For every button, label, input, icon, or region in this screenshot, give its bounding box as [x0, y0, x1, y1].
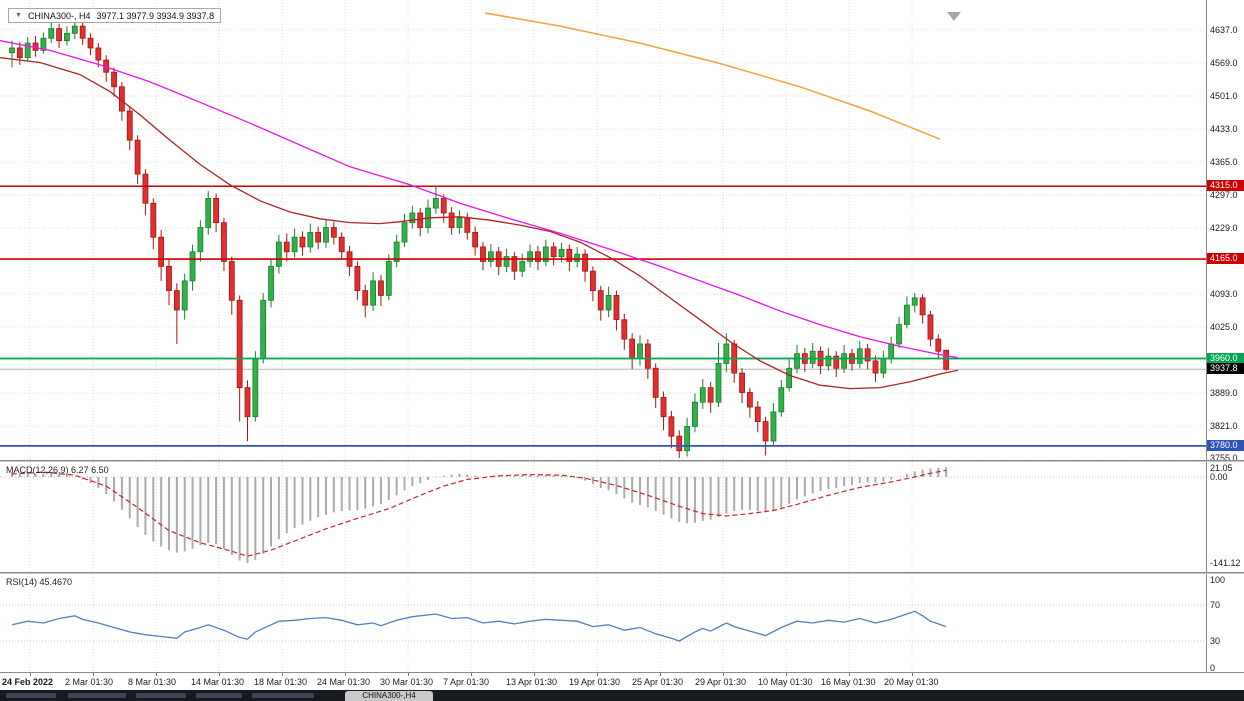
rsi-name: RSI(14) — [6, 577, 38, 587]
rsi-gridlines — [0, 574, 1206, 672]
inactive-chart-tab[interactable] — [6, 693, 56, 698]
price-axis-label: 4433.0 — [1210, 123, 1238, 134]
macd-histogram — [11, 467, 948, 563]
ohlc-values: 3977.1 3977.9 3934.9 3937.8 — [96, 10, 215, 21]
rsi-value: 45.4670 — [39, 577, 73, 587]
time-axis-label: 24 Mar 01:30 — [317, 677, 371, 687]
main-price-chart[interactable] — [0, 0, 1206, 460]
time-axis[interactable]: 24 Feb 2022 2 Mar 01:30 8 Mar 01:30 14 Mar … — [0, 672, 1244, 690]
rsi-axis-label: 70 — [1210, 600, 1221, 610]
time-axis-label: 2 Mar 01:30 — [65, 677, 114, 687]
inactive-chart-tab[interactable] — [252, 693, 314, 698]
rsi-axis-label: 0 — [1210, 663, 1216, 673]
time-tick — [849, 673, 850, 676]
time-tick — [786, 673, 787, 676]
macd-axis-label: 21.05 — [1210, 463, 1233, 473]
time-axis-label: 29 Apr 01:30 — [695, 677, 747, 687]
time-tick — [723, 673, 724, 676]
inactive-chart-tab[interactable] — [68, 693, 126, 698]
main-gridlines — [0, 0, 1206, 460]
symbol-timeframe-label: CHINA300-, H4 — [27, 10, 91, 21]
price-axis-label: 4025.0 — [1210, 321, 1238, 332]
rsi-axis-label: 100 — [1210, 575, 1226, 585]
price-level-badge: 4315.0 — [1207, 180, 1244, 192]
time-axis-label: 8 Mar 01:30 — [128, 677, 177, 687]
price-axis-label: 4297.0 — [1210, 189, 1238, 200]
time-tick — [93, 673, 94, 676]
time-axis-label: 19 Apr 01:30 — [569, 677, 621, 687]
price-level-badge: 4165.0 — [1207, 253, 1244, 265]
price-axis-label: 3889.0 — [1210, 387, 1238, 398]
time-axis-label: 30 Mar 01:30 — [380, 677, 434, 687]
panel-separator-rsi[interactable] — [0, 572, 1244, 574]
candles — [9, 18, 950, 458]
price-axis-label: 4637.0 — [1210, 25, 1238, 35]
rsi-line — [11, 610, 947, 642]
price-axis-label: 4569.0 — [1210, 57, 1238, 68]
time-tick — [912, 673, 913, 676]
macd-axis-label: 0.00 — [1210, 472, 1228, 482]
chart-shift-marker — [947, 12, 961, 21]
chevron-down-icon[interactable]: ▼ — [15, 12, 22, 19]
macd-signal-line — [11, 469, 947, 557]
time-axis-label: 25 Apr 01:30 — [632, 677, 684, 687]
rsi-indicator-panel[interactable] — [0, 574, 1206, 672]
time-tick — [219, 673, 220, 676]
time-tick — [30, 673, 31, 676]
macd-values: 6.27 6.50 — [71, 465, 109, 475]
time-tick — [660, 673, 661, 676]
symbol-info-box[interactable]: ▼ CHINA300-, H4 3977.1 3977.9 3934.9 393… — [8, 8, 222, 23]
time-axis-label: 20 May 01:30 — [884, 677, 939, 687]
price-level-badge: 3780.0 — [1207, 439, 1244, 451]
macd-gridlines — [0, 462, 1206, 572]
time-axis-label: 7 Apr 01:30 — [443, 677, 490, 687]
macd-name: MACD(12,26,9) — [6, 465, 69, 475]
price-axis-label: 4365.0 — [1210, 156, 1238, 167]
moving-average-lines — [0, 12, 959, 390]
time-axis-label: 13 Apr 01:30 — [506, 677, 558, 687]
macd-axis-label: -141.12 — [1210, 558, 1241, 568]
time-axis-label: 10 May 01:30 — [758, 677, 813, 687]
chart-tabs-bar: CHINA300-,H4 — [0, 690, 1244, 701]
horizontal-level-lines — [0, 185, 1206, 447]
time-axis-label: 16 May 01:30 — [821, 677, 876, 687]
inactive-chart-tab[interactable] — [196, 693, 242, 698]
price-axis-label: 4093.0 — [1210, 288, 1238, 299]
inactive-chart-tab[interactable] — [136, 693, 186, 698]
time-tick — [345, 673, 346, 676]
price-axis[interactable]: 4637.0 4569.0 4501.0 4433.0 4365.0 4297.0 4229… — [1206, 0, 1244, 673]
time-axis-label: 18 Mar 01:30 — [254, 677, 308, 687]
time-axis-label: 14 Mar 01:30 — [191, 677, 245, 687]
time-tick — [408, 673, 409, 676]
active-chart-tab[interactable]: CHINA300-,H4 — [345, 691, 433, 701]
current-price-badge: 3937.8 — [1207, 363, 1244, 375]
price-level-badge: 3960.0 — [1207, 352, 1244, 364]
time-axis-label: 24 Feb 2022 — [2, 677, 54, 687]
macd-indicator-panel[interactable] — [0, 462, 1206, 572]
time-tick — [156, 673, 157, 676]
price-axis-label: 4229.0 — [1210, 222, 1238, 233]
panel-separator-macd[interactable] — [0, 460, 1244, 462]
price-axis-label: 3821.0 — [1210, 420, 1238, 431]
macd-indicator-label: MACD(12,26,9) 6.27 6.50 — [6, 465, 109, 475]
price-axis-label: 4501.0 — [1210, 90, 1238, 101]
time-tick — [282, 673, 283, 676]
price-axis-label: 3755.0 — [1210, 453, 1238, 463]
time-tick — [471, 673, 472, 676]
rsi-axis-label: 30 — [1210, 636, 1221, 646]
time-tick — [597, 673, 598, 676]
time-tick — [534, 673, 535, 676]
rsi-indicator-label: RSI(14) 45.4670 — [6, 577, 72, 587]
